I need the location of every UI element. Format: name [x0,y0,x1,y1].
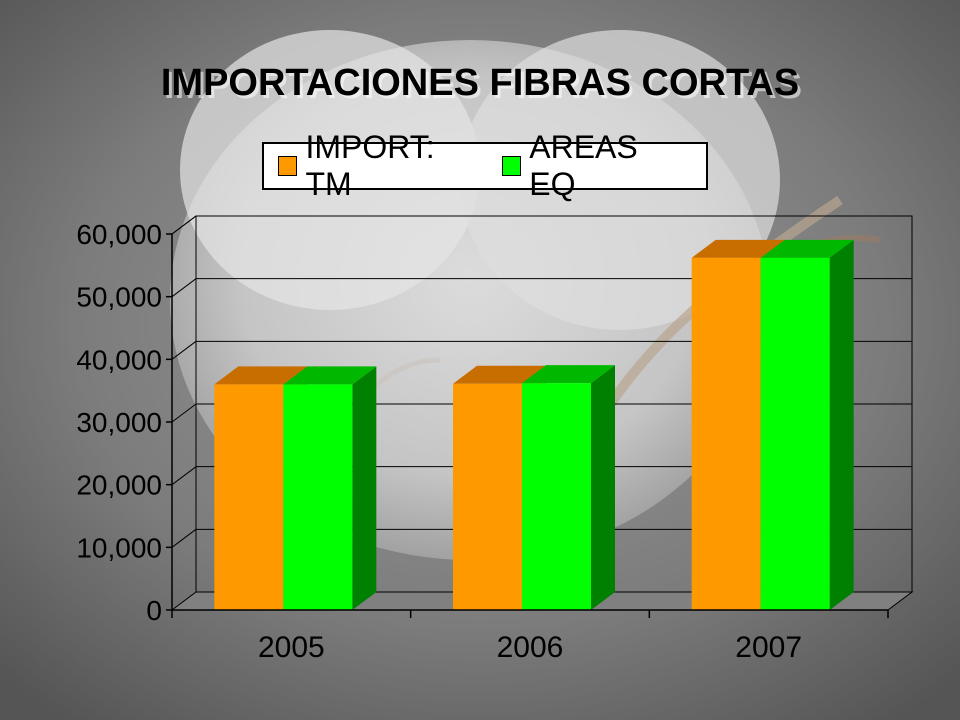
x-tick-label: 2006 [497,631,564,664]
legend-label: IMPORT: TM [305,129,435,202]
bar [522,365,615,610]
slide-title: IMPORTACIONES FIBRAS CORTAS [160,62,800,104]
y-tick-label: 60,000 [76,219,162,250]
bars [214,239,854,610]
bar-top [283,366,377,385]
gridline-diagonal [171,340,197,360]
x-axis-ticks: 2005 2006 2007 [171,610,889,664]
y-tick-label: 10,000 [76,532,162,563]
x-tick-label: 2007 [735,631,802,664]
y-tick-label: 50,000 [76,282,162,313]
gridline-diagonal [171,528,197,548]
y-tick-label: 0 [146,595,162,626]
bar-side [829,239,854,610]
bar-side [591,365,615,610]
title-shadow: IMPORTACIONES FIBRAS CORTAS [163,65,803,107]
bar-front [691,257,761,610]
bar-front [760,257,830,610]
gridline-diagonal [171,278,197,298]
bar-top [691,239,785,258]
bar [760,239,854,610]
gridline-diagonal [171,466,197,486]
y-tick-label: 40,000 [76,344,162,375]
bar-front [453,383,522,610]
bar-front [283,384,353,610]
legend: IMPORT: TM AREAS EQ [262,129,708,202]
bar-top [522,365,615,384]
bar-top [760,239,854,258]
legend-item: AREAS EQ [501,129,688,203]
bar-top [453,365,546,384]
x-tick-label: 2005 [258,631,325,664]
bar [283,366,377,610]
gridline-diagonal [171,403,197,423]
legend-swatch [278,156,298,176]
y-axis-ticks: 0 10,000 20,000 30,000 40,000 50,000 60,000 [76,219,172,626]
bar-side [352,366,377,610]
y-tick-label: 30,000 [76,407,162,438]
legend-label: AREAS EQ [529,129,638,202]
legend-item: IMPORT: TM [278,129,484,203]
legend-swatch [501,156,522,176]
y-axis-top-diagonal [171,215,197,235]
y-tick-label: 20,000 [76,470,162,501]
bar-front [214,384,284,610]
bar-top [214,366,308,385]
bar-front [522,383,591,610]
